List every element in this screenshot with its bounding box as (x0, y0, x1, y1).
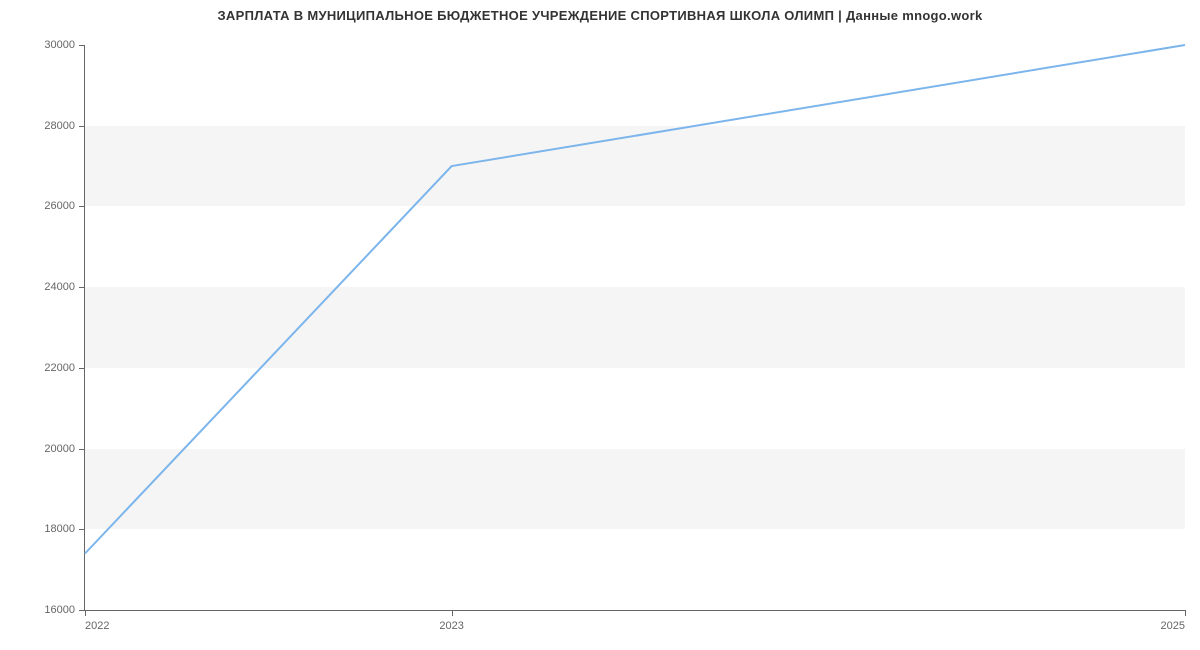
x-axis-label: 2023 (439, 620, 463, 632)
y-axis-label: 28000 (44, 120, 75, 132)
x-tick (1185, 610, 1186, 616)
y-axis-label: 18000 (44, 523, 75, 535)
y-axis-label: 24000 (44, 281, 75, 293)
x-tick (85, 610, 86, 616)
plot-area: 1600018000200002200024000260002800030000… (85, 45, 1185, 610)
salary-chart: ЗАРПЛАТА В МУНИЦИПАЛЬНОЕ БЮДЖЕТНОЕ УЧРЕЖ… (0, 0, 1200, 650)
x-axis-label: 2025 (1161, 620, 1185, 632)
line-series (85, 45, 1185, 610)
x-axis-line (85, 610, 1185, 611)
x-tick (452, 610, 453, 616)
y-axis-label: 26000 (44, 200, 75, 212)
y-axis-label: 16000 (44, 604, 75, 616)
y-axis-label: 22000 (44, 362, 75, 374)
x-axis-label: 2022 (85, 620, 109, 632)
chart-title: ЗАРПЛАТА В МУНИЦИПАЛЬНОЕ БЮДЖЕТНОЕ УЧРЕЖ… (0, 0, 1200, 23)
y-axis-label: 30000 (44, 39, 75, 51)
y-axis-label: 20000 (44, 443, 75, 455)
